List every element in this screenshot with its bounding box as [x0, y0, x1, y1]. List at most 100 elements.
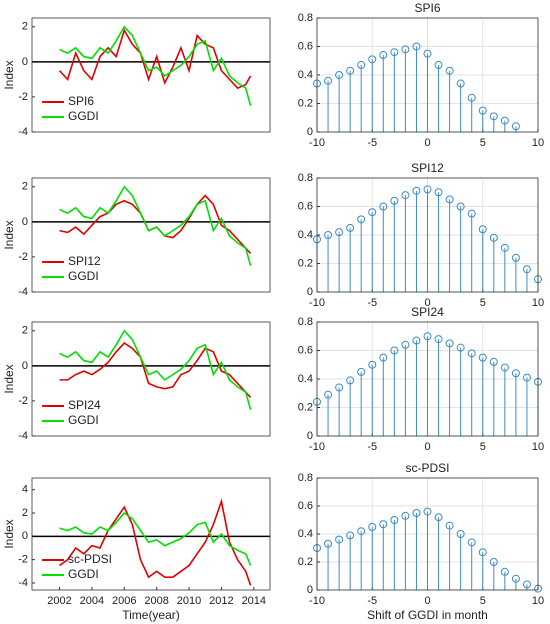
stem-marker: [434, 335, 443, 344]
x-tick-label: -10: [309, 441, 325, 453]
stem-marker: [456, 343, 465, 352]
stem-marker: [357, 215, 366, 224]
legend-label: GGDI: [68, 413, 99, 427]
y-tick-label: 2: [22, 21, 28, 33]
y-tick-label: 0.4: [298, 528, 313, 540]
stem-marker: [346, 66, 355, 75]
stem-marker: [522, 580, 531, 589]
stem-marker: [522, 265, 531, 274]
stem-marker: [346, 223, 355, 232]
x-tick-label: 2004: [80, 595, 104, 607]
x-tick-label: 5: [480, 297, 486, 309]
stem-marker: [390, 48, 399, 57]
stem-marker: [522, 373, 531, 382]
stem-marker: [412, 186, 421, 195]
axes-box: [316, 477, 539, 591]
stem-marker: [489, 558, 498, 566]
stem-marker: [335, 228, 344, 237]
x-tick-label: 2002: [47, 595, 71, 607]
stem-marker: [412, 509, 421, 517]
axes-box: [31, 477, 271, 591]
legend-label: GGDI: [68, 269, 99, 283]
plot-area: [32, 322, 270, 436]
y-tick-label: 0.8: [298, 472, 313, 484]
stem-marker: [467, 349, 476, 358]
y-axis-label: Index: [2, 60, 16, 89]
stem-marker: [335, 71, 344, 79]
stem-marker: [357, 61, 366, 70]
series-line: [58, 28, 252, 90]
stem-marker: [500, 363, 509, 372]
x-tick-label: -10: [309, 137, 325, 149]
series-line: [59, 185, 252, 266]
stem-marker: [401, 45, 410, 54]
stem-marker: [379, 51, 388, 60]
axes-box: [316, 321, 539, 437]
x-tick-label: 5: [480, 595, 486, 607]
stem-marker: [467, 209, 476, 218]
stem-marker: [324, 390, 333, 399]
x-tick-label: -5: [367, 441, 377, 453]
y-tick-label: 2: [22, 325, 28, 337]
y-tick-label: 0.4: [298, 373, 313, 385]
series-line: [59, 511, 252, 566]
x-tick-label: 5: [480, 441, 486, 453]
x-tick-label: 10: [532, 137, 544, 149]
x-tick-label: 5: [480, 137, 486, 149]
y-axis-label: Index: [2, 364, 16, 393]
stem-marker: [434, 513, 443, 522]
y-tick-label: 0.2: [298, 97, 313, 109]
stem-marker: [445, 339, 454, 348]
chart-title: SPI12: [411, 161, 444, 175]
chart-title: SPI24: [411, 305, 444, 319]
y-tick-label: 0: [307, 126, 313, 138]
axes-box: [316, 177, 539, 293]
stem-marker: [390, 516, 399, 524]
stem-marker: [489, 112, 498, 121]
x-tick-label: -5: [367, 137, 377, 149]
y-tick-label: 0.6: [298, 40, 313, 52]
x-tick-label: 0: [424, 595, 430, 607]
y-tick-label: -4: [18, 286, 28, 298]
stem-marker: [456, 530, 465, 538]
x-tick-label: -5: [367, 595, 377, 607]
chart-title: sc-PDSI: [405, 461, 449, 475]
chart-title: SPI6: [414, 1, 440, 15]
stem-marker: [445, 521, 454, 530]
y-axis-label: Index: [2, 519, 16, 548]
stem-marker: [357, 527, 366, 536]
legend-label: sc-PDSI: [68, 552, 112, 566]
x-tick-label: 10: [532, 595, 544, 607]
stem-marker: [368, 208, 377, 217]
stem-marker: [368, 523, 377, 531]
stem-marker: [324, 231, 333, 239]
stem-marker: [390, 346, 399, 355]
y-tick-label: 0: [307, 286, 313, 298]
axes-box: [31, 17, 271, 133]
stem-marker: [434, 61, 443, 70]
x-tick-label: -10: [309, 297, 325, 309]
x-tick-label: 0: [424, 137, 430, 149]
y-tick-label: 2: [22, 181, 28, 193]
y-tick-label: 0.2: [298, 556, 313, 568]
stem-marker: [511, 253, 520, 262]
y-tick-label: -2: [18, 395, 28, 407]
legend-label: SPI12: [68, 254, 101, 268]
stem-marker: [379, 520, 388, 529]
legend-label: SPI6: [68, 94, 94, 108]
x-tick-label: -5: [367, 297, 377, 309]
stem-marker: [445, 195, 454, 204]
stem-marker: [478, 548, 487, 557]
x-tick-label: 2012: [209, 595, 233, 607]
x-axis-label: Shift of GGDI in month: [367, 608, 488, 622]
y-tick-label: -2: [18, 554, 28, 566]
y-tick-label: 0.8: [298, 316, 313, 328]
stem-marker: [478, 106, 487, 115]
y-tick-label: -4: [18, 430, 28, 442]
stem-marker: [368, 360, 377, 369]
y-tick-label: -2: [18, 91, 28, 103]
y-tick-label: 0: [22, 530, 28, 542]
plot-area: [32, 18, 270, 132]
stem-marker: [511, 369, 520, 378]
stem-marker: [500, 116, 509, 125]
